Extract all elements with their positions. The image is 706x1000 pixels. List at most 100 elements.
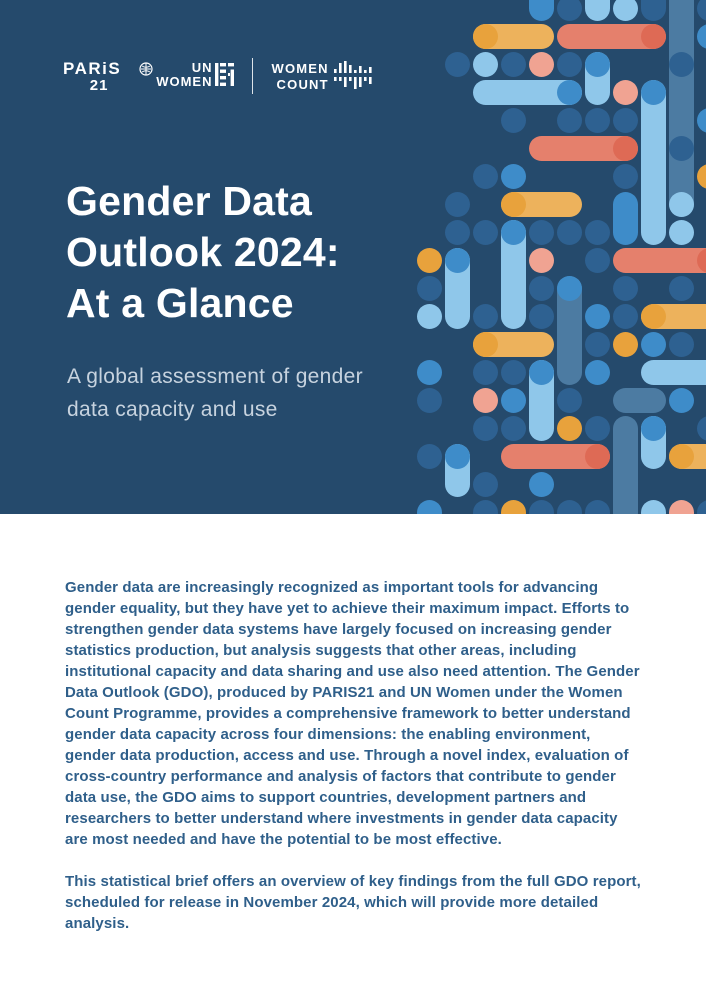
pattern-shape	[696, 107, 706, 133]
pattern-shape	[556, 107, 582, 133]
pattern-shape	[584, 0, 610, 21]
brief-paragraph: This statistical brief offers an overvie…	[65, 873, 641, 932]
pattern-shape	[668, 331, 694, 357]
pattern-shape	[472, 499, 498, 514]
women-count-logo: WOMEN	[271, 60, 372, 92]
women-count-line1: WOMEN	[271, 60, 372, 76]
paris21-logo: PARiS 21	[63, 60, 121, 93]
pattern-shape	[696, 499, 706, 514]
body-content: Gender data are increasingly recognized …	[65, 577, 643, 934]
pattern-shape	[472, 471, 498, 497]
pattern-shape	[640, 359, 706, 385]
intro-paragraph: Gender data are increasingly recognized …	[65, 579, 640, 848]
pattern-shape	[640, 303, 706, 329]
pattern-shape	[640, 499, 666, 514]
pattern-shape	[556, 275, 582, 385]
pattern-shape-cap	[612, 135, 638, 161]
pattern-shape	[416, 247, 442, 273]
women-count-word2: COUNT	[276, 76, 329, 92]
pattern-shape	[696, 163, 706, 189]
pattern-shape	[472, 359, 498, 385]
pattern-shape	[472, 51, 498, 77]
un-emblem-icon	[139, 62, 153, 81]
pattern-shape-cap	[472, 331, 498, 357]
pattern-shape	[416, 303, 442, 329]
pattern-shape	[668, 51, 694, 77]
pattern-shape-cap	[556, 79, 582, 105]
subtitle-line-1: A global assessment of gender	[67, 365, 363, 388]
logo-bar: PARiS 21 UN WOMEN	[63, 55, 372, 97]
women-count-word1: WOMEN	[271, 60, 329, 76]
pattern-shape	[640, 331, 666, 357]
pattern-shape	[584, 359, 610, 385]
pattern-shape	[696, 23, 706, 49]
bar-chart-icon	[333, 77, 372, 91]
pattern-shape	[472, 415, 498, 441]
pattern-shape-cap	[640, 415, 666, 441]
page-title: Gender Data Outlook 2024: At a Glance	[66, 176, 340, 329]
pattern-shape	[472, 163, 498, 189]
pattern-shape	[556, 415, 582, 441]
pattern-shape	[528, 275, 554, 301]
pattern-shape	[668, 499, 694, 514]
pattern-shape	[668, 0, 694, 217]
pattern-shape	[556, 499, 582, 514]
pattern-shape	[612, 107, 638, 133]
pattern-shape	[640, 415, 666, 469]
pattern-shape	[556, 387, 582, 413]
pattern-shape	[528, 135, 638, 161]
logo-divider	[252, 58, 254, 94]
pattern-shape	[528, 471, 554, 497]
pattern-shape	[472, 23, 554, 49]
pattern-shape	[444, 247, 470, 329]
pattern-shape	[528, 303, 554, 329]
pattern-shape	[612, 275, 638, 301]
pattern-shape	[556, 219, 582, 245]
pattern-shape	[668, 219, 694, 245]
pattern-shape	[416, 359, 442, 385]
paris21-wordmark-top: PARiS	[63, 58, 122, 78]
pattern-shape	[612, 79, 638, 105]
pattern-shape	[500, 51, 526, 77]
pattern-shape-cap	[640, 79, 666, 105]
pattern-shape	[528, 51, 554, 77]
pattern-shape	[500, 443, 610, 469]
pattern-shape	[696, 0, 706, 21]
pattern-shape	[668, 135, 694, 161]
un-women-line1: UN	[191, 60, 213, 75]
pattern-shape	[612, 387, 666, 413]
pattern-shape	[528, 219, 554, 245]
pattern-shape	[416, 275, 442, 301]
pattern-shape	[472, 79, 582, 105]
pattern-shape	[612, 191, 638, 245]
pattern-shape	[528, 359, 554, 441]
pattern-shape	[584, 331, 610, 357]
pattern-shape	[500, 191, 582, 217]
pattern-shape-cap	[472, 23, 498, 49]
pattern-shape-cap	[668, 443, 694, 469]
pattern-shape	[500, 387, 526, 413]
pattern-shape	[500, 359, 526, 385]
pattern-shape-cap	[640, 303, 666, 329]
pattern-shape	[584, 415, 610, 441]
bar-chart-icon	[333, 61, 372, 75]
pattern-shape	[584, 219, 610, 245]
pattern-shape	[444, 219, 470, 245]
pattern-shape	[528, 247, 554, 273]
title-line-1: Gender Data	[66, 178, 312, 224]
pattern-shape	[416, 387, 442, 413]
pattern-shape	[612, 331, 638, 357]
pattern-shape	[444, 51, 470, 77]
pattern-shape	[500, 219, 526, 329]
title-line-3: At a Glance	[66, 280, 294, 326]
pattern-shape	[500, 163, 526, 189]
pattern-shape	[500, 499, 526, 514]
pattern-shape	[528, 499, 554, 514]
pattern-shape-cap	[556, 275, 582, 301]
un-women-wordmark: UN WOMEN	[156, 61, 212, 88]
pattern-shape	[584, 107, 610, 133]
pattern-shape	[444, 443, 470, 497]
title-line-2: Outlook 2024:	[66, 229, 340, 275]
pattern-shape	[612, 303, 638, 329]
pattern-shape	[668, 387, 694, 413]
